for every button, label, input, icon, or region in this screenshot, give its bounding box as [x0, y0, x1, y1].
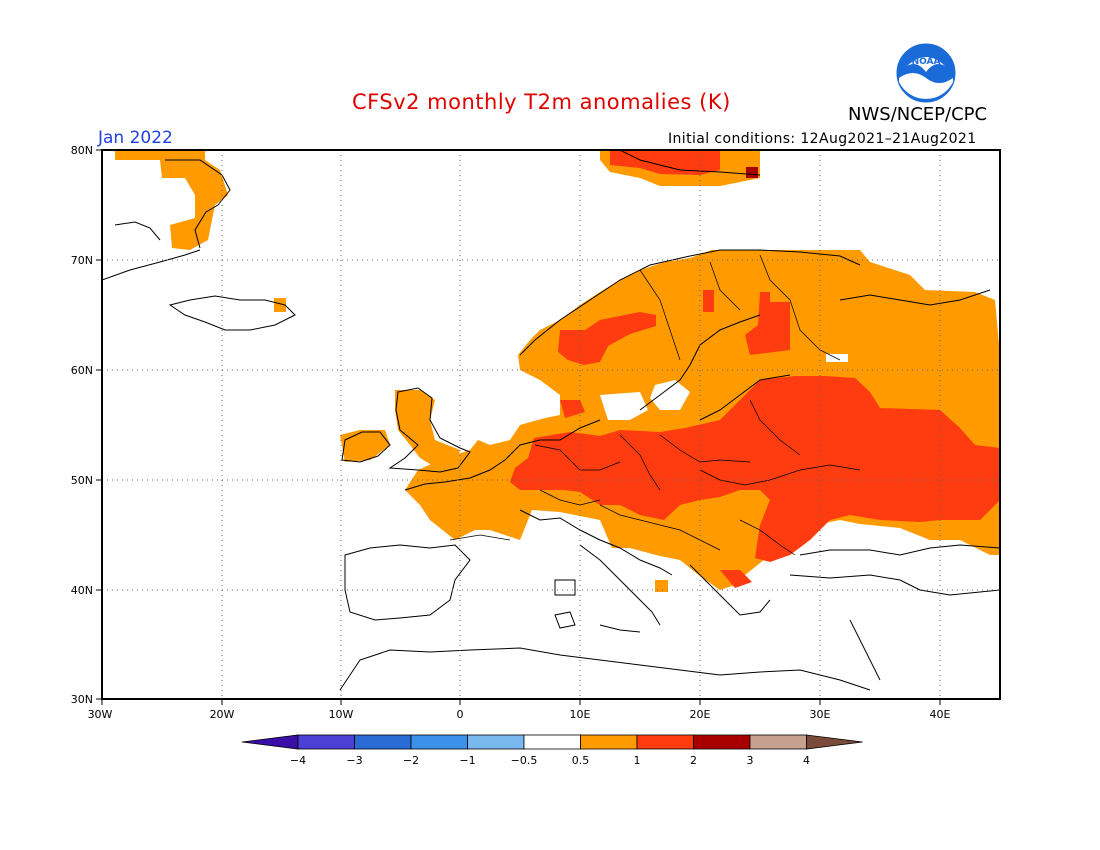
lat-label-50n: 50N [71, 474, 93, 487]
lat-label-30n: 30N [71, 693, 93, 706]
colorbar-label: −0.5 [511, 754, 538, 767]
forecast-month: Jan 2022 [98, 128, 173, 148]
colorbar-label: −3 [346, 754, 362, 767]
map-title: CFSv2 monthly T2m anomalies (K) [352, 90, 731, 114]
lat-label-40n: 40N [71, 584, 93, 597]
colorbar-segment [580, 734, 638, 750]
colorbar-label: −4 [290, 754, 306, 767]
lon-label-40e: 40E [930, 708, 951, 721]
colorbar-label: 2 [690, 754, 697, 767]
lon-label-30e: 30E [810, 708, 831, 721]
colorbar-segment [297, 734, 355, 750]
noaa-logo-icon: NOAA [895, 42, 957, 104]
colorbar-segment [354, 734, 412, 750]
lat-label-80n: 80N [71, 144, 93, 157]
colorbar-arrow-right [806, 734, 863, 750]
colorbar-label: 1 [634, 754, 641, 767]
lon-label-0: 0 [457, 708, 464, 721]
colorbar-label: 4 [803, 754, 810, 767]
colorbar-label: −2 [403, 754, 419, 767]
colorbar-segment [410, 734, 468, 750]
colorbar-arrow-left [241, 734, 299, 750]
colorbar: −4 −3 −2 −1 −0.5 0.5 1 2 3 4 [241, 734, 863, 767]
lon-label-10e: 10E [570, 708, 591, 721]
colorbar-segment [636, 734, 694, 750]
colorbar-segment [693, 734, 751, 750]
colorbar-segment [467, 734, 525, 750]
colorbar-label: −1 [459, 754, 475, 767]
colorbar-label: 3 [747, 754, 754, 767]
lon-label-30w: 30W [88, 708, 113, 721]
anomaly-shading [102, 150, 1000, 699]
initial-conditions: Initial conditions: 12Aug2021–21Aug2021 [668, 131, 977, 147]
lon-label-20w: 20W [210, 708, 235, 721]
lat-label-60n: 60N [71, 364, 93, 377]
lat-axis: 80N 70N 60N 50N 40N 30N [71, 144, 102, 706]
lat-label-70n: 70N [71, 254, 93, 267]
map-frame [101, 149, 1001, 700]
coastlines [102, 150, 1000, 691]
agency-label: NWS/NCEP/CPC [848, 104, 988, 125]
colorbar-label: 0.5 [572, 754, 590, 767]
colorbar-segment [523, 734, 581, 750]
lon-label-20e: 20E [690, 708, 711, 721]
colorbar-segment [749, 734, 807, 750]
lon-axis: 30W 20W 10W 0 10E 20E 30E 40E [88, 699, 951, 721]
lon-label-10w: 10W [329, 708, 354, 721]
logo-text: NOAA [912, 57, 941, 67]
